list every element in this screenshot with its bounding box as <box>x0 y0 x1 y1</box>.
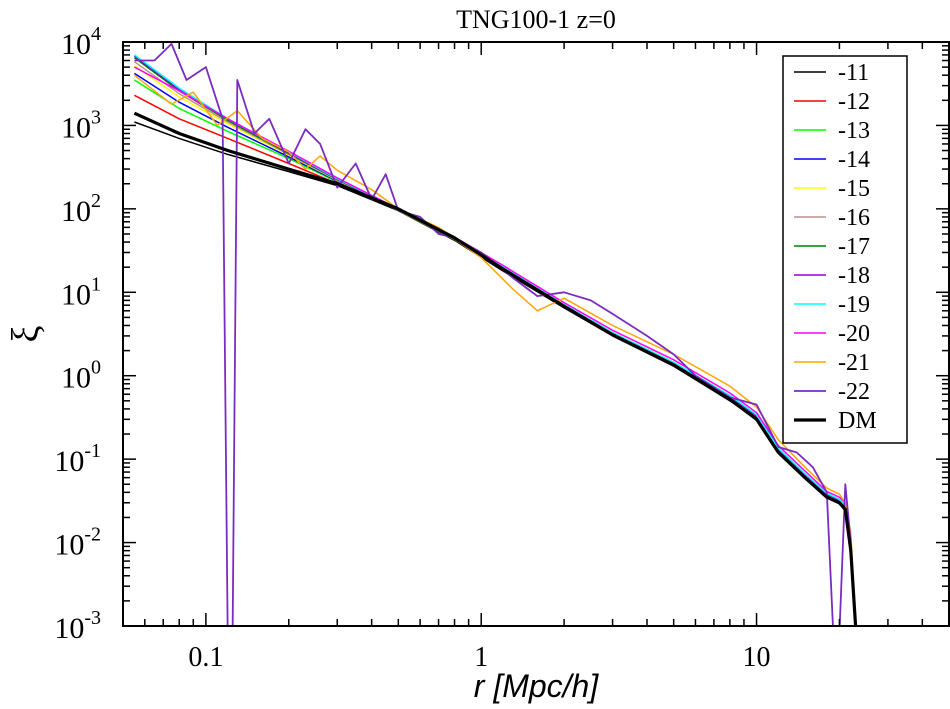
series-line-1 <box>134 94 857 626</box>
y-tick-exponent: -1 <box>84 440 101 462</box>
legend-label-0: -11 <box>838 60 869 86</box>
y-tick-label-0: 10-3 <box>54 607 101 645</box>
series-line-0 <box>134 121 857 626</box>
legend-label-3: -14 <box>838 147 870 173</box>
y-tick-exponent: -3 <box>84 607 101 629</box>
y-tick-label-7: 104 <box>61 23 101 61</box>
series-line-2 <box>133 79 857 626</box>
y-tick-exponent: 4 <box>91 23 101 45</box>
legend-label-11: -22 <box>838 379 870 405</box>
y-axis-label: ξ <box>5 325 47 342</box>
y-tick-exponent: 1 <box>91 273 101 295</box>
series-line-4 <box>133 65 857 626</box>
plot-frame <box>122 41 950 627</box>
y-tick-label-6: 103 <box>61 106 101 144</box>
series-line-8 <box>133 54 857 626</box>
y-tick-label-3: 100 <box>61 357 101 395</box>
x-tick-label-0: 0.1 <box>188 642 223 673</box>
legend-label-8: -19 <box>838 292 870 318</box>
legend-label-6: -17 <box>838 234 870 260</box>
series-line-11 <box>134 43 857 626</box>
series-line-12 <box>133 111 858 626</box>
legend-label-5: -16 <box>838 205 870 231</box>
legend-label-10: -21 <box>838 350 870 376</box>
series-line-7 <box>133 55 857 626</box>
legend-label-2: -13 <box>838 118 870 144</box>
x-axis-label: r [Mpc/h] <box>474 668 600 704</box>
legend-label-7: -18 <box>838 263 870 289</box>
legend-label-9: -20 <box>838 321 870 347</box>
legend: -11 -12 -13 -14 -15 -16 -17 -18 -19 -20 -21 -22 DM <box>782 55 908 444</box>
series-line-9 <box>134 66 857 626</box>
y-tick-exponent: 0 <box>91 357 101 379</box>
y-tick-label-2: 10-1 <box>54 440 101 478</box>
legend-label-12: DM <box>838 408 877 434</box>
x-tick-label-1: 1 <box>474 642 488 673</box>
y-tick-exponent: -2 <box>84 524 101 546</box>
x-axis-ticks: 0.1 1 10 <box>122 42 950 673</box>
y-tick-label-1: 10-2 <box>54 524 101 562</box>
legend-label-4: -15 <box>838 176 870 202</box>
series-line-3 <box>133 72 857 626</box>
y-tick-label-5: 102 <box>61 190 101 228</box>
x-tick-label-2: 10 <box>743 642 771 673</box>
series-line-10 <box>133 74 857 626</box>
y-tick-exponent: 2 <box>91 190 101 212</box>
chart-title: TNG100-1 z=0 <box>456 5 616 34</box>
legend-label-1: -12 <box>838 89 870 115</box>
series-line-5 <box>133 61 857 626</box>
y-tick-label-4: 101 <box>61 273 101 311</box>
y-tick-exponent: 3 <box>91 106 101 128</box>
legend-box <box>782 55 908 444</box>
series-layer <box>133 43 858 626</box>
